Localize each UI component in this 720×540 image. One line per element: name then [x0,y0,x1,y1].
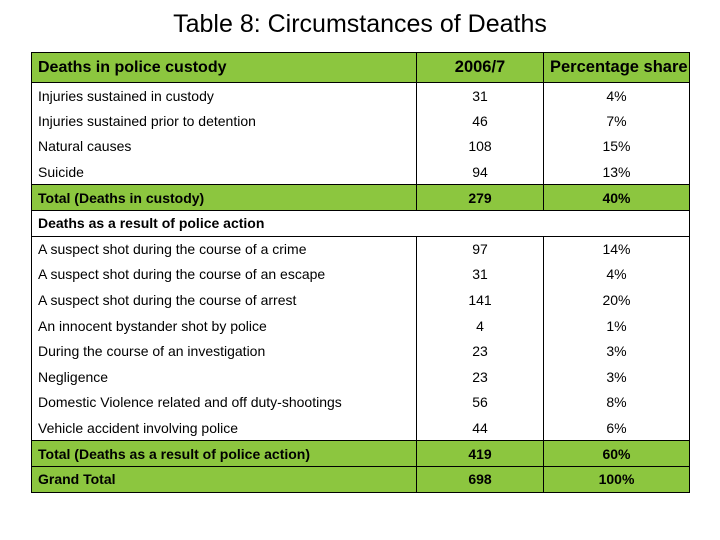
grand-total-row: Grand Total 698 100% [31,465,690,493]
row-label: Natural causes [31,133,417,160]
row-label: A suspect shot during the course of an e… [31,261,417,288]
row-label: A suspect shot during the course of a cr… [31,236,417,262]
table-row: Vehicle accident involving police 44 6% [31,415,690,441]
header-label: Deaths in police custody [31,52,417,83]
total-value: 419 [416,440,544,467]
row-share: 20% [543,287,690,313]
row-label: Domestic Violence related and off duty-s… [31,389,417,416]
table-row: Injuries sustained prior to detention 46… [31,108,690,134]
row-value: 23 [416,364,544,390]
row-share: 3% [543,364,690,390]
row-value: 46 [416,108,544,134]
table-row: Domestic Violence related and off duty-s… [31,389,690,416]
row-value: 94 [416,159,544,185]
page-title: Table 8: Circumstances of Deaths [173,10,547,38]
row-label: During the course of an investigation [31,338,417,365]
total-value: 279 [416,184,544,211]
row-share: 14% [543,236,690,262]
row-value: 108 [416,133,544,160]
table-row: A suspect shot during the course of arre… [31,287,690,313]
row-value: 4 [416,312,544,339]
table-row: Injuries sustained in custody 31 4% [31,82,690,109]
action-total-row: Total (Deaths as a result of police acti… [31,440,690,467]
table-row: An innocent bystander shot by police 4 1… [31,312,690,339]
grand-total-label: Grand Total [31,465,417,493]
row-label: Injuries sustained in custody [31,82,417,109]
section-heading: Deaths as a result of police action [31,209,690,237]
row-label: Vehicle accident involving police [31,415,417,441]
row-value: 141 [416,287,544,313]
table-row: A suspect shot during the course of an e… [31,261,690,288]
row-share: 4% [543,82,690,109]
row-share: 8% [543,389,690,416]
row-label: Injuries sustained prior to detention [31,108,417,134]
row-share: 6% [543,415,690,441]
row-share: 3% [543,338,690,365]
row-share: 4% [543,261,690,288]
row-value: 31 [416,261,544,288]
custody-total-row: Total (Deaths in custody) 279 40% [31,184,690,211]
header-year: 2006/7 [416,52,544,83]
table-row: Natural causes 108 15% [31,133,690,160]
row-value: 56 [416,389,544,416]
section-heading-row: Deaths as a result of police action [31,209,690,237]
row-value: 31 [416,82,544,109]
row-value: 23 [416,338,544,365]
circumstances-table: Deaths in police custody 2006/7 Percenta… [31,52,690,493]
table-row: Negligence 23 3% [31,364,690,390]
grand-total-value: 698 [416,465,544,493]
header-share: Percentage share [543,52,690,83]
table-row: Suicide 94 13% [31,159,690,185]
row-share: 13% [543,159,690,185]
row-value: 97 [416,236,544,262]
grand-total-share: 100% [543,465,690,493]
table-header-row: Deaths in police custody 2006/7 Percenta… [31,52,690,83]
row-label: An innocent bystander shot by police [31,312,417,339]
table-row: During the course of an investigation 23… [31,338,690,365]
row-label: A suspect shot during the course of arre… [31,287,417,313]
row-label: Negligence [31,364,417,390]
total-label: Total (Deaths as a result of police acti… [31,440,417,467]
table-row: A suspect shot during the course of a cr… [31,236,690,262]
total-label: Total (Deaths in custody) [31,184,417,211]
row-label: Suicide [31,159,417,185]
row-share: 15% [543,133,690,160]
row-share: 1% [543,312,690,339]
total-share: 60% [543,440,690,467]
row-share: 7% [543,108,690,134]
row-value: 44 [416,415,544,441]
total-share: 40% [543,184,690,211]
